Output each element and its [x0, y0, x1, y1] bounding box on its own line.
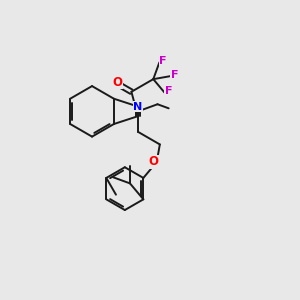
- Text: N: N: [133, 101, 142, 112]
- Text: O: O: [149, 155, 159, 169]
- Text: F: F: [171, 70, 178, 80]
- Text: F: F: [165, 86, 172, 96]
- Text: F: F: [159, 56, 167, 66]
- Text: O: O: [112, 76, 122, 88]
